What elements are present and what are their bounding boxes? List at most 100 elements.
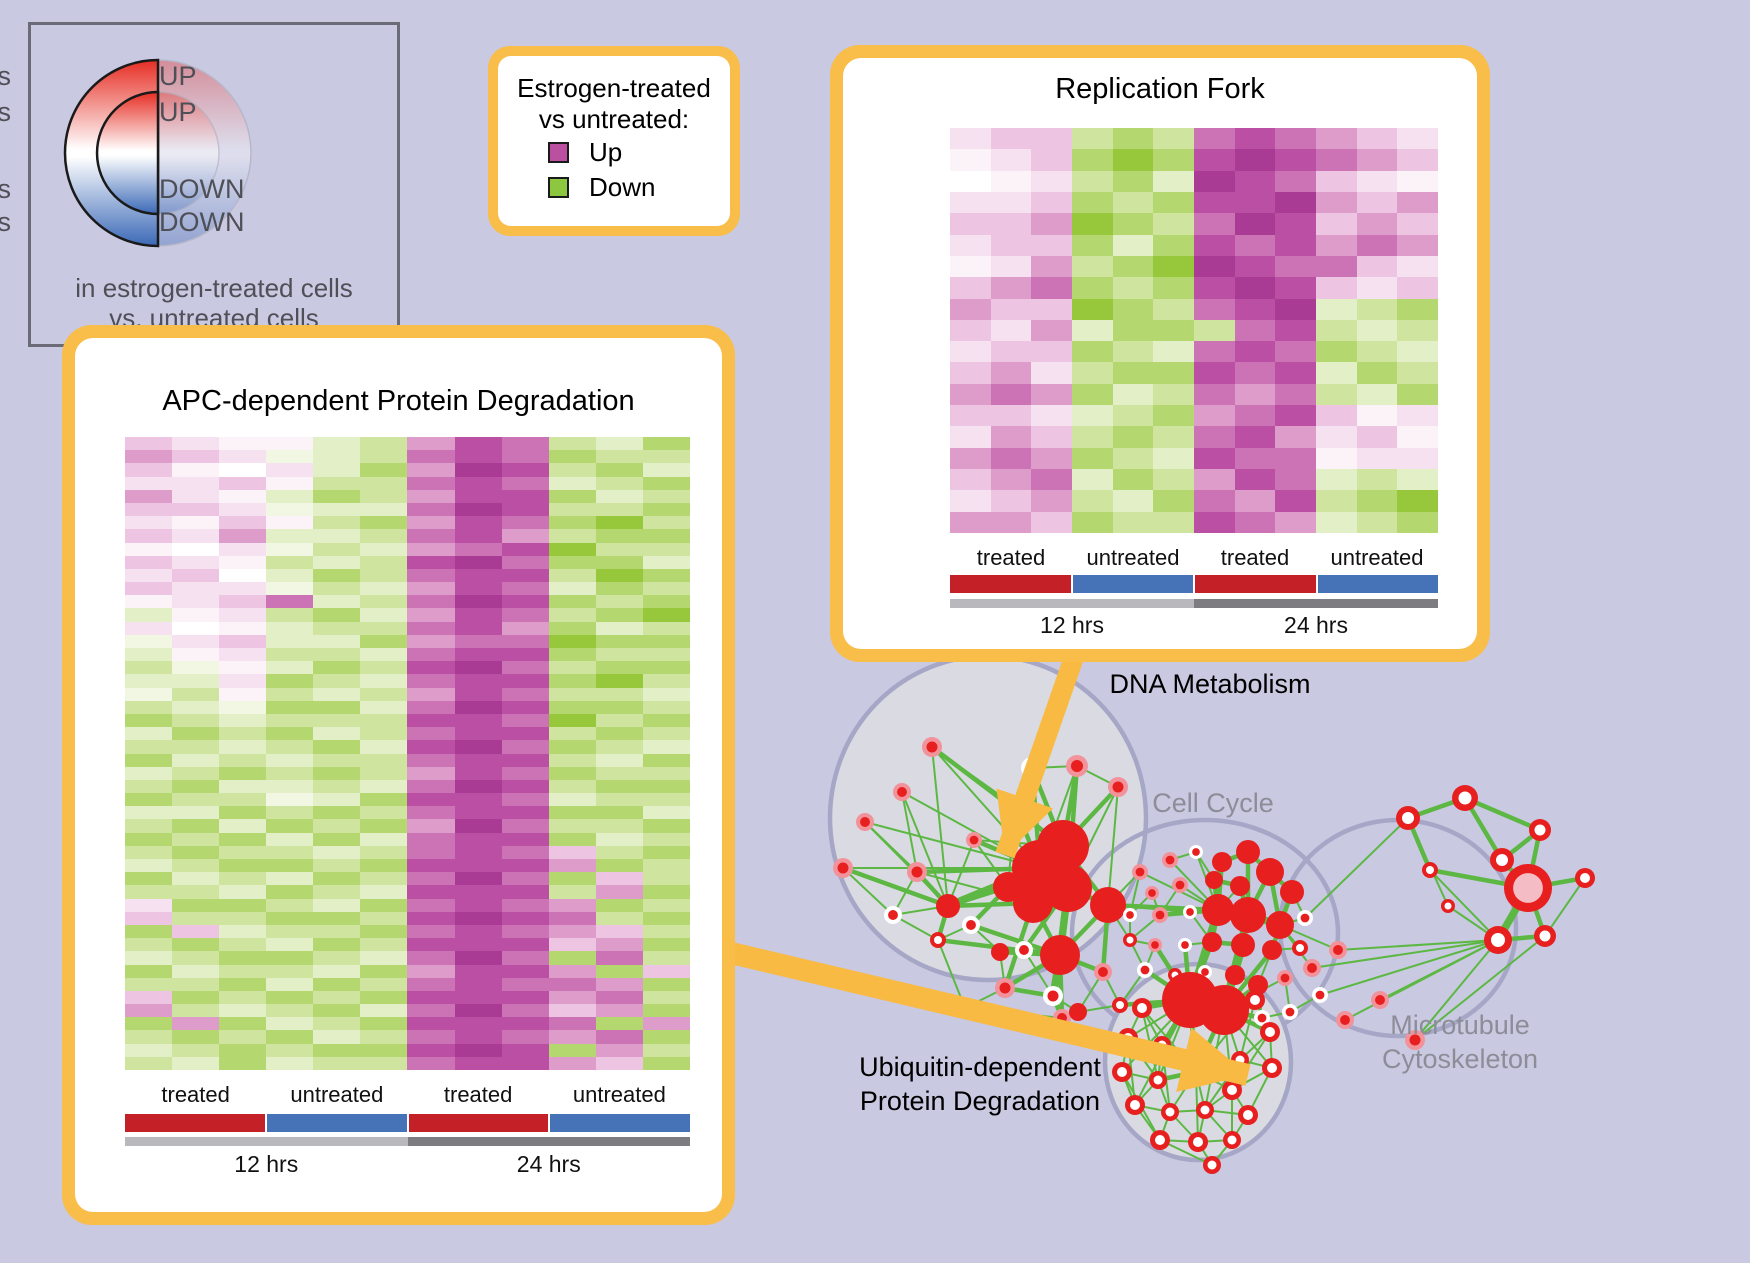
network-edge xyxy=(1107,786,1119,906)
heatmap-cell xyxy=(125,779,173,794)
heatmap-cell xyxy=(454,727,502,741)
heatmap-cell xyxy=(454,885,502,899)
network-node xyxy=(1098,967,1108,977)
apc-untreated-bar-1 xyxy=(266,1114,409,1132)
heatmap-cell xyxy=(360,859,408,873)
heatmap-cell xyxy=(1153,213,1194,235)
heatmap-cell xyxy=(1112,447,1154,470)
heatmap-cell xyxy=(266,872,314,886)
heatmap-cell xyxy=(125,1004,173,1018)
heatmap-cell xyxy=(501,542,549,556)
heatmap-cell xyxy=(360,832,408,846)
network-node xyxy=(993,872,1023,902)
heatmap-cell xyxy=(950,128,991,150)
heatmap-cell xyxy=(1072,405,1113,427)
heatmap-cell xyxy=(454,1030,502,1044)
network-edge xyxy=(864,821,1041,869)
heatmap-cell xyxy=(950,213,991,235)
heatmap-cell xyxy=(266,740,314,754)
heatmap-cell xyxy=(313,674,361,688)
network-node xyxy=(911,866,923,878)
heatmap-cell xyxy=(548,872,596,886)
heatmap-cell xyxy=(595,1043,643,1057)
heatmap-cell xyxy=(1072,490,1113,512)
heatmap-cell xyxy=(1234,255,1276,278)
heatmap-cell xyxy=(266,859,314,873)
heatmap-cell xyxy=(172,450,220,464)
heatmap-cell xyxy=(642,885,690,899)
heatmap-cell xyxy=(595,977,643,991)
inner-left-half xyxy=(95,90,160,216)
heatmap-cell xyxy=(1234,362,1276,384)
heatmap-cell xyxy=(219,529,267,543)
heatmap-cell xyxy=(172,568,220,583)
heatmap-cell xyxy=(1275,277,1316,299)
heatmap-cell xyxy=(548,555,596,569)
heatmap-cell xyxy=(219,911,267,925)
heatmap-cell xyxy=(548,476,596,490)
heatmap-cell xyxy=(548,595,596,609)
network-node xyxy=(1202,932,1222,952)
apc-12hr-label: 12 hrs xyxy=(234,1151,299,1177)
heatmap-cell xyxy=(990,490,1032,512)
heatmap-cell xyxy=(125,674,173,688)
heatmap-cell xyxy=(454,437,502,451)
heatmap-cell xyxy=(125,753,173,767)
heatmap-cell xyxy=(172,793,220,807)
heatmap-cell xyxy=(1356,469,1398,491)
heatmap-cell xyxy=(125,542,173,556)
heatmap-cell xyxy=(360,542,408,556)
heatmap-cell xyxy=(595,595,643,609)
network-node xyxy=(1333,945,1343,955)
heatmap-cell xyxy=(172,885,220,899)
heatmap-cell xyxy=(407,727,455,741)
heatmap-cell xyxy=(125,872,173,886)
heatmap-cell xyxy=(548,938,596,952)
heatmap-cell xyxy=(407,713,455,728)
heatmap-cell xyxy=(950,405,991,427)
heatmap-cell xyxy=(219,898,267,912)
heatmap-cell xyxy=(1194,447,1235,470)
heatmap-cell xyxy=(595,806,643,820)
heatmap-cell xyxy=(313,779,361,794)
heatmap-cell xyxy=(1356,255,1398,278)
heatmap-cell xyxy=(595,753,643,767)
heatmap-cell xyxy=(1031,213,1072,235)
heatmap-cell xyxy=(219,476,267,490)
heatmap-cell xyxy=(1153,469,1194,491)
heatmap-cell xyxy=(990,213,1032,235)
heatmap-cell xyxy=(501,516,549,530)
down24-time: at 24 hrs xyxy=(0,207,11,237)
heatmap-cell xyxy=(1275,469,1316,491)
heatmap-cell xyxy=(360,555,408,569)
heatmap-cell xyxy=(642,964,690,978)
heatmap-cell xyxy=(454,568,502,583)
network-node xyxy=(1202,894,1234,926)
heatmap-cell xyxy=(313,555,361,569)
heatmap-cell xyxy=(1072,383,1113,406)
network-node xyxy=(1230,897,1266,933)
heatmap-cell xyxy=(219,977,267,991)
rf-12hr-label: 12 hrs xyxy=(1040,612,1104,638)
heatmap-cell xyxy=(642,687,690,701)
heatmap-cell xyxy=(990,170,1032,192)
network-node xyxy=(1069,1003,1087,1021)
heatmap-cell xyxy=(407,819,455,833)
heatmap-cell xyxy=(950,319,991,342)
heatmap-cell xyxy=(1031,191,1072,214)
heatmap-cell xyxy=(266,595,314,609)
network-edge xyxy=(901,791,918,873)
network-node xyxy=(1165,855,1175,865)
heatmap-cell xyxy=(950,447,991,470)
heatmap-cell xyxy=(313,437,361,451)
heatmap-cell xyxy=(595,713,643,728)
heatmap-cell xyxy=(1153,277,1194,299)
heatmap-cell xyxy=(454,687,502,701)
up24-word: UP xyxy=(159,61,197,91)
heatmap-cell xyxy=(313,713,361,728)
down24-word: DOWN xyxy=(159,207,245,237)
heatmap-cell xyxy=(172,924,220,939)
heatmap-cell xyxy=(313,463,361,477)
heatmap-cell xyxy=(125,1043,173,1057)
heatmap-cell xyxy=(407,582,455,596)
